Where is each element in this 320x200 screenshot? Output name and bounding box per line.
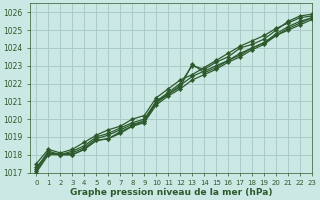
X-axis label: Graphe pression niveau de la mer (hPa): Graphe pression niveau de la mer (hPa)	[70, 188, 272, 197]
